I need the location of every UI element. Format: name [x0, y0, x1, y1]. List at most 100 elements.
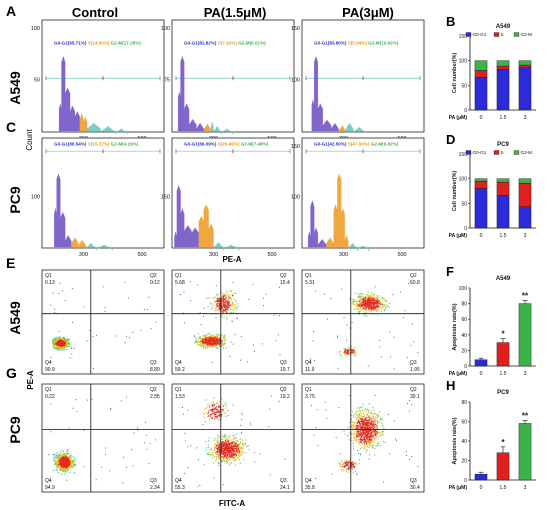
scatter-point: [365, 449, 367, 451]
scatter-point: [65, 344, 67, 346]
scatter-point: [252, 283, 254, 285]
scatter-point: [352, 445, 354, 447]
scatter-point: [357, 311, 359, 313]
scatter-point: [373, 298, 375, 301]
scatter-point: [364, 297, 366, 299]
scatter-point: [214, 309, 216, 311]
histogram-bin: [95, 244, 113, 251]
scatter-point: [212, 346, 214, 348]
scatter-point: [196, 447, 198, 449]
scatter-point: [219, 342, 221, 344]
scatter-point: [53, 454, 55, 456]
histogram-bin: [208, 223, 214, 248]
scatter-point: [232, 445, 234, 447]
scatter-point: [341, 288, 343, 290]
scatter-point: [222, 299, 224, 301]
scatter-point: [203, 335, 205, 337]
scatter-point: [60, 473, 62, 475]
scatter-point: [61, 466, 63, 469]
scatter-point: [240, 447, 242, 449]
scatter-point: [365, 436, 367, 439]
scatter-point: [207, 340, 209, 342]
scatter-point: [358, 426, 360, 428]
scatter-point: [224, 435, 226, 437]
scatter-point: [239, 448, 241, 450]
scatter-point: [210, 339, 212, 341]
scatter-point: [240, 446, 242, 448]
scatter-point: [148, 296, 150, 298]
histogram-bin: [314, 56, 319, 132]
scatter-point: [352, 349, 355, 351]
scatter-point: [371, 436, 373, 438]
scatter-point: [359, 439, 361, 441]
scatter-point: [225, 310, 227, 312]
scatter-point: [380, 418, 382, 420]
scatter-point: [354, 433, 356, 435]
scatter-point: [230, 456, 232, 458]
scatter-point: [216, 441, 218, 443]
scatter-point: [376, 302, 378, 304]
scatter-point: [218, 444, 220, 446]
scatter-point: [63, 463, 66, 465]
scatter-point: [225, 402, 227, 404]
scatter-point: [217, 336, 219, 338]
scatter-point: [371, 424, 373, 426]
scatter-point: [349, 352, 351, 354]
scatter-point: [146, 448, 148, 450]
scatter-point: [233, 453, 235, 455]
scatter-point: [232, 296, 234, 298]
scatter-point: [373, 306, 375, 308]
scatter-point: [368, 303, 370, 305]
scatter-point: [203, 337, 205, 339]
scatter-point: [54, 459, 56, 462]
scatter-point: [62, 460, 64, 462]
scatter-point: [221, 316, 223, 318]
scatter-point: [372, 435, 374, 437]
scatter-point: [215, 338, 218, 340]
scatter-point: [52, 339, 54, 341]
scatter-point: [357, 433, 359, 435]
scatter-point: [348, 347, 350, 350]
scatter-point: [236, 445, 238, 447]
scatter-point: [234, 445, 236, 447]
scatter-point: [66, 456, 68, 458]
scatter-point: [210, 342, 212, 344]
quadrant-label-q4: Q4: [45, 360, 52, 366]
scatter-point: [217, 345, 219, 347]
scatter-point: [375, 413, 378, 415]
scatter-point: [411, 323, 413, 325]
scatter-point: [273, 314, 275, 316]
scatter-point: [222, 408, 224, 411]
histogram-ytick-mid: 50: [34, 78, 40, 84]
scatter-point: [361, 439, 363, 441]
scatter-point: [229, 434, 231, 436]
scatter-point: [247, 445, 249, 447]
scatter-point: [352, 434, 354, 436]
scatter-point: [353, 352, 355, 354]
scatter-point: [61, 339, 63, 341]
scatter-point: [200, 337, 203, 340]
scatter-point: [223, 295, 225, 297]
scatter-point: [233, 447, 235, 449]
scatter-point: [216, 451, 218, 453]
scatter-point: [348, 351, 350, 353]
scatter-point: [343, 351, 345, 354]
scatter-point: [223, 316, 225, 318]
scatter-point: [372, 417, 374, 419]
scatter-point: [219, 305, 221, 307]
scatter-point: [375, 420, 377, 422]
scatter-point: [68, 464, 70, 466]
scatter-point: [211, 338, 213, 340]
scatter-point: [219, 334, 221, 336]
scatter-point: [352, 421, 354, 423]
scatter-point: [365, 430, 368, 432]
scatter-point: [232, 301, 234, 303]
scatter-point: [354, 351, 356, 353]
scatter-point: [356, 435, 359, 437]
scatter-point: [366, 429, 368, 431]
histogram-bin: [317, 103, 323, 132]
scatter-point: [218, 337, 220, 339]
scatter-point: [354, 305, 356, 307]
scatter-point: [69, 463, 71, 465]
scatter-point: [221, 338, 223, 340]
